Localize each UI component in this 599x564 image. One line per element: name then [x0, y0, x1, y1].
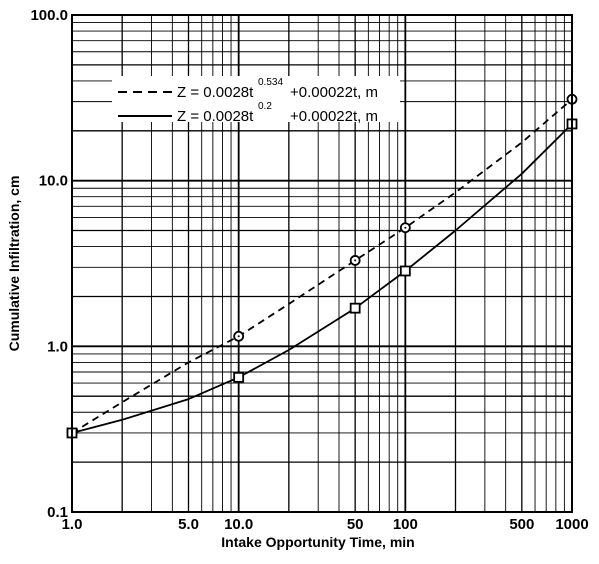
solid-series-line — [71, 123, 573, 434]
legend-tail-text: +0.00022t, m — [290, 108, 378, 125]
x-tick-label: 1000 — [555, 516, 588, 533]
x-tick-label: 5.0 — [178, 516, 199, 533]
y-tick-label: 100.0 — [30, 7, 68, 24]
square-data-point — [233, 371, 245, 383]
x-tick-label: 1.0 — [62, 516, 83, 533]
y-tick-label: 0.1 — [47, 504, 68, 521]
y-tick-label: 10.0 — [39, 173, 68, 190]
x-tick-label: 50 — [347, 516, 364, 533]
square-data-point — [399, 265, 411, 277]
plot-frame — [71, 14, 573, 513]
legend-equation-text: Z = 0.0028t — [177, 108, 254, 125]
y-tick-label: 1.0 — [47, 338, 68, 355]
curve-layer — [71, 98, 573, 434]
legend-background — [112, 76, 400, 122]
circle-data-point-center — [404, 226, 407, 229]
legend-equation-text: Z = 0.0028t — [177, 84, 254, 101]
marker-layer — [66, 93, 578, 439]
circle-data-point-center — [354, 259, 357, 262]
legend-exponent-text: 0.534 — [258, 77, 283, 88]
x-tick-label: 10.0 — [224, 516, 253, 533]
legend-tail-text: +0.00022t, m — [290, 84, 378, 101]
legend-exponent-text: 0.2 — [258, 101, 272, 112]
x-tick-label: 500 — [509, 516, 534, 533]
x-axis-label: Intake Opportunity Time, min — [221, 534, 414, 550]
circle-data-point-center — [237, 335, 240, 338]
square-data-point — [349, 302, 361, 314]
x-tick-label: 100 — [393, 516, 418, 533]
y-axis-label: Cumulative Infiltration, cm — [6, 176, 22, 352]
dashed-series-line — [71, 98, 573, 434]
legend: Z = 0.0028t 0.534 +0.00022t, m Z = 0.0028t 0… — [118, 77, 378, 125]
